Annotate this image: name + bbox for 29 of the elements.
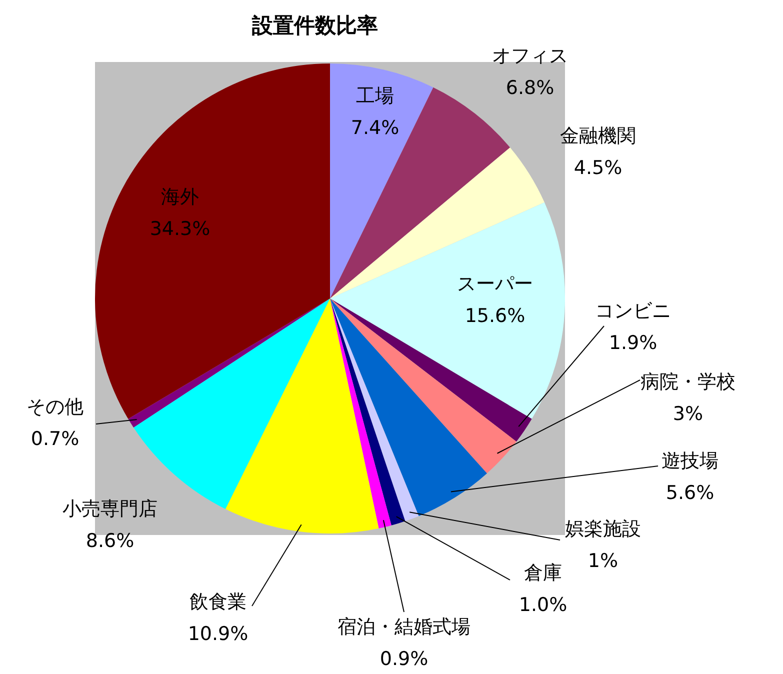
slice-label: スーパー — [457, 272, 533, 295]
slice-label: 病院・学校 — [640, 370, 736, 393]
data-label: 1.9% — [608, 332, 658, 354]
data-label: 6.8% — [506, 76, 554, 99]
slice-label: コンビニ — [595, 300, 671, 322]
data-label: 3% — [672, 402, 704, 425]
slice-label: オフィス — [492, 44, 568, 67]
data-label: 4.5% — [574, 156, 622, 179]
slice-label: 飲食業 — [190, 590, 246, 613]
data-label: 7.4% — [350, 116, 400, 139]
data-label: 5.6% — [666, 482, 714, 504]
slice-label: 海外 — [161, 186, 199, 208]
slice-label: 小売専門店 — [62, 498, 158, 520]
data-label: 1.0% — [518, 594, 568, 616]
slice-label: 娯楽施設 — [565, 518, 641, 540]
chart-title: 設置件数比率 — [251, 13, 378, 38]
slice-label: 倉庫 — [524, 562, 562, 584]
slice-label: 金融機関 — [560, 124, 636, 147]
data-label: 0.9% — [380, 648, 428, 670]
slice-label: 遊技場 — [662, 450, 718, 472]
data-label: 0.7% — [30, 428, 80, 450]
slice-label: 宿泊・結婚式場 — [338, 616, 470, 638]
slice-label: その他 — [26, 396, 84, 418]
data-label: 8.6% — [86, 530, 134, 552]
data-label: 1% — [588, 550, 618, 572]
data-label: 10.9% — [188, 622, 248, 645]
data-label: 34.3% — [150, 218, 210, 240]
slice-label: 工場 — [356, 84, 394, 107]
data-label: 15.6% — [464, 304, 526, 327]
